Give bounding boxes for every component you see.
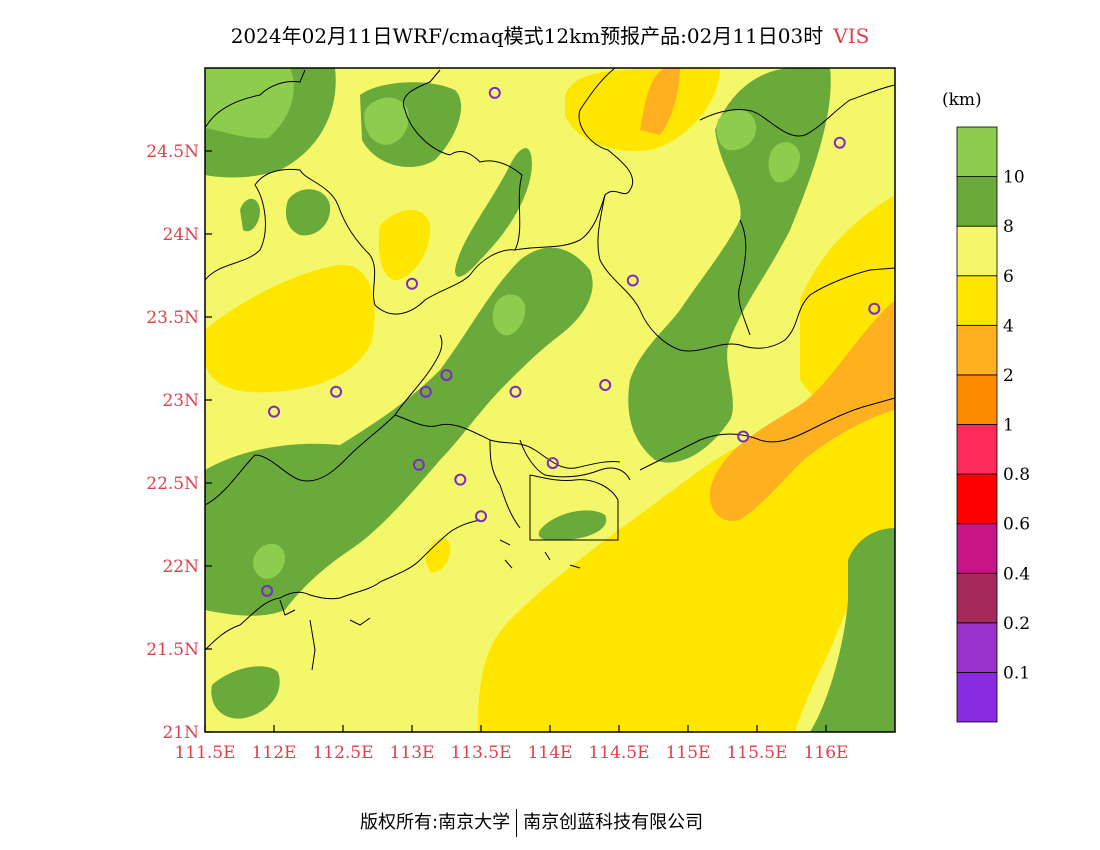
field-10km-southwest xyxy=(253,543,286,579)
x-tick-label: 112E xyxy=(252,743,297,763)
colorbar-swatch xyxy=(956,622,998,673)
x-tick-label: 115.5E xyxy=(726,743,787,763)
title-variable: VIS xyxy=(833,24,870,48)
colorbar-swatch xyxy=(956,572,998,624)
station-marker xyxy=(475,510,487,523)
x-tick-label: 112.5E xyxy=(312,743,373,763)
field-8-10km-ridge-north xyxy=(455,148,532,277)
field-4-6km-west xyxy=(205,264,375,393)
y-tick-label: 22N xyxy=(162,557,199,577)
station-marker xyxy=(330,385,343,398)
field-4-6km-north-center xyxy=(378,210,431,281)
colorbar-label: 0.2 xyxy=(1003,614,1030,634)
boundary-lines xyxy=(205,68,895,671)
footer-right: 南京创蓝科技有限公司 xyxy=(523,812,704,833)
colorbar-swatch xyxy=(956,126,998,177)
x-tick-label: 114.5E xyxy=(588,743,649,763)
field-4-6km-north-east xyxy=(565,68,720,151)
colorbar-label: 0.8 xyxy=(1003,465,1030,485)
y-tick-label: 24.5N xyxy=(146,142,199,162)
colorbar-label: 4 xyxy=(1003,316,1014,336)
colorbar-label: 2 xyxy=(1003,366,1014,386)
station-marker xyxy=(268,405,280,418)
visibility-field xyxy=(205,68,895,732)
field-4-6km-small xyxy=(425,537,451,573)
colorbar-swatch xyxy=(956,424,998,475)
field-10km-north-center xyxy=(364,97,409,145)
colorbar-swatch xyxy=(956,176,998,227)
colorbar-label: 10 xyxy=(1003,168,1025,188)
y-tick-label: 21N xyxy=(162,723,199,743)
colorbar-swatch xyxy=(956,473,998,525)
chart-title: 2024年02月11日WRF/cmaq模式12km预报产品:02月11日03时 V… xyxy=(0,20,1100,49)
colorbar: 0.1 0.2 0.4 0.6 0.8 1 2 4 6 8 10 xyxy=(956,126,1030,723)
footer-left: 版权所有:南京大学 xyxy=(360,812,511,833)
field-8-10km-south-patch xyxy=(538,510,607,541)
copyright-footer: 版权所有:南京大学 南京创蓝科技有限公司 xyxy=(360,808,703,837)
colorbar-swatch xyxy=(956,523,998,574)
station-marker xyxy=(454,473,467,486)
colorbar-label: 6 xyxy=(1003,267,1014,287)
colorbar-label: 0.1 xyxy=(1003,663,1030,683)
colorbar-swatch xyxy=(956,374,998,425)
field-10km-ridge xyxy=(492,294,526,336)
y-tick-label: 21.5N xyxy=(146,640,199,660)
x-tick-label: 115E xyxy=(666,743,711,763)
x-tick-label: 116E xyxy=(804,743,849,763)
y-axis-ticks: 21N 21.5N 22N 22.5N 23N 23.5N 24N 24.5N xyxy=(146,142,212,743)
field-10km-east-b xyxy=(768,142,800,183)
station-marker xyxy=(488,86,501,99)
field-10km-northwest xyxy=(205,68,294,139)
station-marker xyxy=(546,457,559,470)
title-main: 2024年02月11日WRF/cmaq模式12km预报产品:02月11日03时 xyxy=(230,24,824,48)
field-8-10km-small-west xyxy=(285,189,331,236)
field-10km-east xyxy=(716,109,757,151)
x-tick-label: 113E xyxy=(390,743,435,763)
field-8-10km-southwest xyxy=(211,666,280,719)
y-tick-label: 22.5N xyxy=(146,474,199,494)
field-2-4km-north xyxy=(640,68,680,135)
field-8-10km-small-a xyxy=(240,198,260,232)
colorbar-swatch xyxy=(956,324,998,376)
colorbar-swatch xyxy=(956,672,998,723)
station-marker xyxy=(868,302,881,315)
y-tick-label: 23N xyxy=(162,391,199,411)
x-tick-label: 111.5E xyxy=(174,743,235,763)
station-marker xyxy=(833,136,846,149)
colorbar-label: 8 xyxy=(1003,217,1014,237)
x-tick-label: 113.5E xyxy=(450,743,511,763)
footer-separator xyxy=(516,809,518,837)
station-marker xyxy=(626,274,639,287)
field-8-10km-southeast xyxy=(810,528,895,732)
colorbar-swatch xyxy=(956,225,998,277)
colorbar-label: 0.6 xyxy=(1003,515,1030,535)
station-marker xyxy=(440,369,453,382)
colorbar-swatch xyxy=(956,275,998,326)
station-marker xyxy=(509,385,522,398)
station-markers xyxy=(261,86,881,597)
station-marker xyxy=(737,430,750,443)
station-marker xyxy=(599,379,612,392)
x-tick-label: 114E xyxy=(528,743,573,763)
station-marker xyxy=(406,277,418,290)
field-2-4km-east xyxy=(709,300,895,521)
colorbar-unit: (km) xyxy=(942,90,982,110)
colorbar-label: 0.4 xyxy=(1003,564,1030,584)
x-axis-ticks: 111.5E 112E 112.5E 113E 113.5E 114E 114.5E 115E… xyxy=(174,725,848,763)
y-tick-label: 24N xyxy=(162,225,199,245)
station-marker xyxy=(412,458,425,471)
y-tick-label: 23.5N xyxy=(146,308,199,328)
station-marker xyxy=(261,584,274,597)
colorbar-label: 1 xyxy=(1003,416,1014,436)
field-8-10km-diagonal xyxy=(205,247,593,616)
station-marker xyxy=(419,385,432,398)
